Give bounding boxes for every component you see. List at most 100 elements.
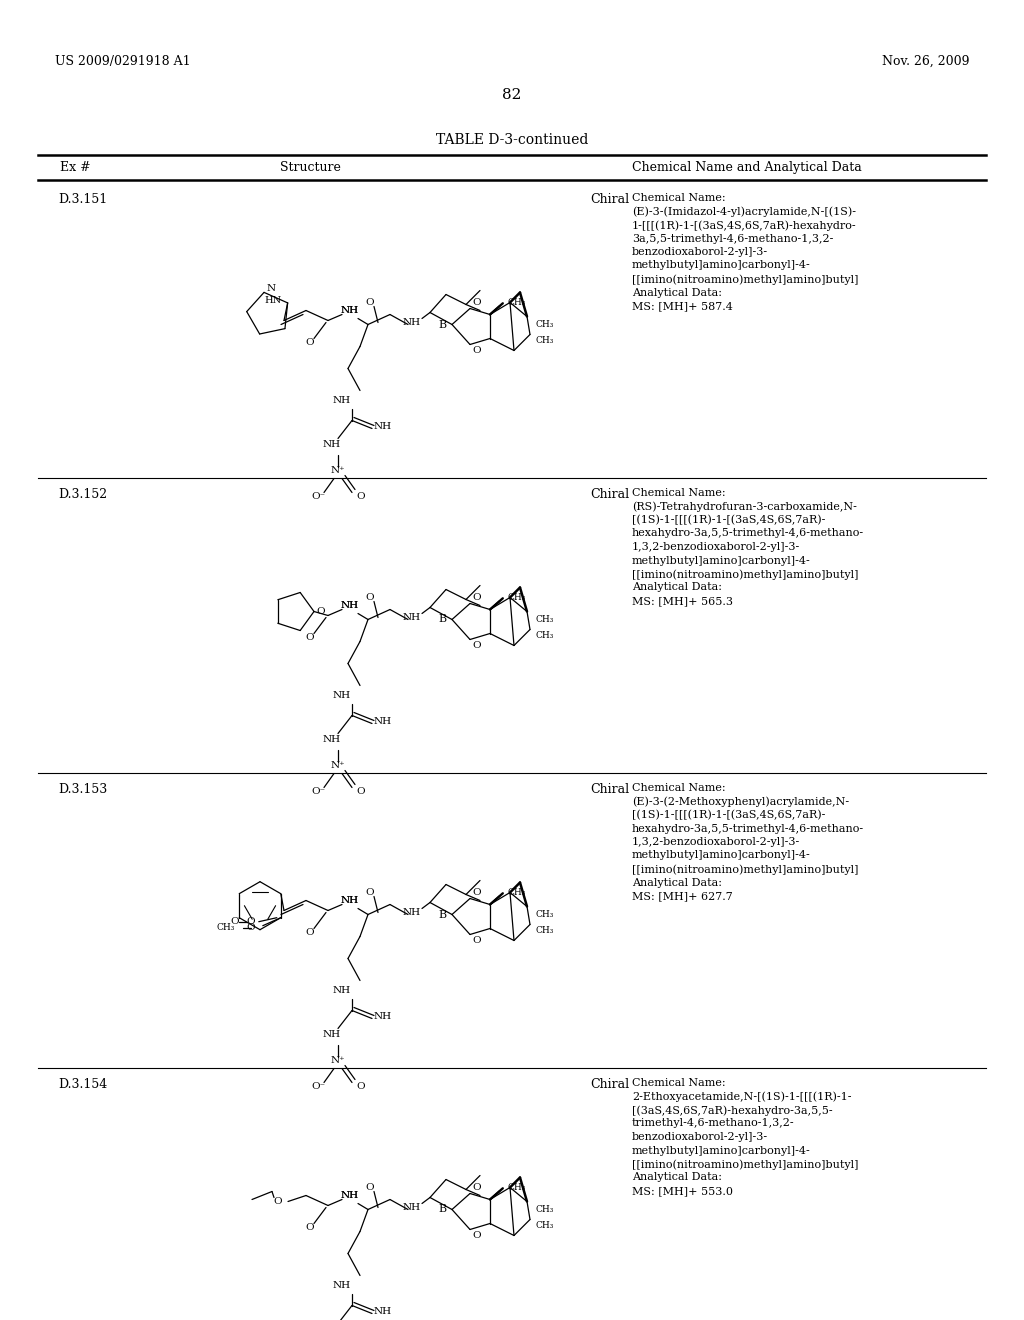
Text: O: O (356, 1082, 365, 1092)
Text: O: O (472, 1183, 480, 1192)
Text: O: O (366, 593, 375, 602)
Text: Ex #: Ex # (60, 161, 91, 174)
Text: O: O (273, 1197, 283, 1206)
Text: CH₃: CH₃ (536, 927, 554, 935)
Text: NH: NH (341, 601, 359, 610)
Text: O: O (247, 917, 255, 927)
Text: 1,3,2-benzodioxaborol-2-yl]-3-: 1,3,2-benzodioxaborol-2-yl]-3- (632, 837, 800, 847)
Text: D.3.152: D.3.152 (58, 488, 108, 502)
Text: N: N (266, 284, 275, 293)
Text: NH: NH (323, 1030, 341, 1039)
Text: NH: NH (341, 306, 359, 315)
Text: CH₃: CH₃ (536, 615, 554, 624)
Text: Chiral: Chiral (590, 783, 629, 796)
Text: benzodioxaborol-2-yl]-3-: benzodioxaborol-2-yl]-3- (632, 1133, 768, 1142)
Text: MS: [MH]+ 587.4: MS: [MH]+ 587.4 (632, 301, 733, 312)
Text: CH₃: CH₃ (536, 909, 554, 919)
Text: [[imino(nitroamino)methyl]amino]butyl]: [[imino(nitroamino)methyl]amino]butyl] (632, 275, 858, 285)
Text: O⁻: O⁻ (311, 787, 325, 796)
Text: 3a,5,5-trimethyl-4,6-methano-1,3,2-: 3a,5,5-trimethyl-4,6-methano-1,3,2- (632, 234, 834, 243)
Text: trimethyl-4,6-methano-1,3,2-: trimethyl-4,6-methano-1,3,2- (632, 1118, 795, 1129)
Text: NH: NH (341, 306, 359, 315)
Text: O: O (472, 593, 480, 602)
Text: [(1S)-1-[[[(1R)-1-[(3aS,4S,6S,7aR)-: [(1S)-1-[[[(1R)-1-[(3aS,4S,6S,7aR)- (632, 515, 825, 525)
Text: Analytical Data:: Analytical Data: (632, 582, 722, 593)
Text: O: O (316, 607, 325, 616)
Text: Chemical Name:: Chemical Name: (632, 488, 726, 498)
Text: O: O (306, 338, 314, 347)
Text: O: O (230, 917, 239, 927)
Text: [(1S)-1-[[[(1R)-1-[(3aS,4S,6S,7aR)-: [(1S)-1-[[[(1R)-1-[(3aS,4S,6S,7aR)- (632, 810, 825, 820)
Text: [[imino(nitroamino)methyl]amino]butyl]: [[imino(nitroamino)methyl]amino]butyl] (632, 1159, 858, 1170)
Text: B: B (438, 615, 446, 624)
Text: N⁺: N⁺ (331, 762, 345, 770)
Text: methylbutyl]amino]carbonyl]-4-: methylbutyl]amino]carbonyl]-4- (632, 556, 811, 565)
Text: O: O (366, 298, 375, 308)
Text: O: O (366, 1183, 375, 1192)
Text: Chiral: Chiral (590, 1078, 629, 1092)
Text: O: O (366, 888, 375, 898)
Text: CH₃: CH₃ (536, 631, 554, 640)
Text: CH₃: CH₃ (536, 1205, 554, 1214)
Text: Chemical Name:: Chemical Name: (632, 1078, 726, 1088)
Text: Chemical Name and Analytical Data: Chemical Name and Analytical Data (632, 161, 862, 174)
Text: Chemical Name:: Chemical Name: (632, 193, 726, 203)
Text: NH: NH (333, 396, 351, 405)
Text: hexahydro-3a,5,5-trimethyl-4,6-methano-: hexahydro-3a,5,5-trimethyl-4,6-methano- (632, 824, 864, 833)
Text: O⁻: O⁻ (311, 1082, 325, 1092)
Text: [(3aS,4S,6S,7aR)-hexahydro-3a,5,5-: [(3aS,4S,6S,7aR)-hexahydro-3a,5,5- (632, 1105, 833, 1115)
Text: D.3.151: D.3.151 (58, 193, 108, 206)
Text: CH₃: CH₃ (508, 1183, 526, 1192)
Text: 1,3,2-benzodioxaborol-2-yl]-3-: 1,3,2-benzodioxaborol-2-yl]-3- (632, 543, 800, 552)
Text: O: O (472, 888, 480, 898)
Text: NH: NH (333, 986, 351, 995)
Text: NH: NH (341, 896, 359, 906)
Text: NH: NH (323, 735, 341, 744)
Text: O: O (306, 928, 314, 937)
Text: Nov. 26, 2009: Nov. 26, 2009 (882, 55, 969, 69)
Text: CH₃: CH₃ (536, 1221, 554, 1230)
Text: O: O (356, 787, 365, 796)
Text: MS: [MH]+ 627.7: MS: [MH]+ 627.7 (632, 891, 733, 902)
Text: benzodioxaborol-2-yl]-3-: benzodioxaborol-2-yl]-3- (632, 247, 768, 257)
Text: MS: [MH]+ 565.3: MS: [MH]+ 565.3 (632, 597, 733, 606)
Text: TABLE D-3-continued: TABLE D-3-continued (436, 133, 588, 147)
Text: 1-[[[(1R)-1-[(3aS,4S,6S,7aR)-hexahydro-: 1-[[[(1R)-1-[(3aS,4S,6S,7aR)-hexahydro- (632, 220, 857, 231)
Text: CH₃: CH₃ (508, 593, 526, 602)
Text: CH₃: CH₃ (508, 298, 526, 308)
Text: methylbutyl]amino]carbonyl]-4-: methylbutyl]amino]carbonyl]-4- (632, 850, 811, 861)
Text: NH: NH (402, 908, 421, 917)
Text: US 2009/0291918 A1: US 2009/0291918 A1 (55, 55, 190, 69)
Text: O: O (472, 936, 480, 945)
Text: NH: NH (402, 318, 421, 327)
Text: (E)-3-(Imidazol-4-yl)acrylamide,N-[(1S)-: (E)-3-(Imidazol-4-yl)acrylamide,N-[(1S)- (632, 206, 856, 216)
Text: NH: NH (374, 717, 392, 726)
Text: 2-Ethoxyacetamide,N-[(1S)-1-[[[(1R)-1-: 2-Ethoxyacetamide,N-[(1S)-1-[[[(1R)-1- (632, 1092, 852, 1102)
Text: D.3.153: D.3.153 (58, 783, 108, 796)
Text: Structure: Structure (280, 161, 340, 174)
Text: N⁺: N⁺ (331, 466, 345, 475)
Text: (RS)-Tetrahydrofuran-3-carboxamide,N-: (RS)-Tetrahydrofuran-3-carboxamide,N- (632, 502, 857, 512)
Text: B: B (438, 319, 446, 330)
Text: O: O (472, 1232, 480, 1239)
Text: Analytical Data:: Analytical Data: (632, 878, 722, 887)
Text: hexahydro-3a,5,5-trimethyl-4,6-methano-: hexahydro-3a,5,5-trimethyl-4,6-methano- (632, 528, 864, 539)
Text: NH: NH (341, 601, 359, 610)
Text: Chemical Name:: Chemical Name: (632, 783, 726, 793)
Text: NH: NH (374, 1012, 392, 1020)
Text: CH₃: CH₃ (536, 337, 554, 345)
Text: NH: NH (333, 690, 351, 700)
Text: methylbutyl]amino]carbonyl]-4-: methylbutyl]amino]carbonyl]-4- (632, 1146, 811, 1155)
Text: O: O (356, 492, 365, 502)
Text: O: O (472, 298, 480, 308)
Text: NH: NH (402, 612, 421, 622)
Text: CH₃: CH₃ (216, 923, 234, 932)
Text: Analytical Data:: Analytical Data: (632, 1172, 722, 1183)
Text: NH: NH (341, 1191, 359, 1200)
Text: NH: NH (323, 440, 341, 449)
Text: B: B (438, 1204, 446, 1214)
Text: D.3.154: D.3.154 (58, 1078, 108, 1092)
Text: (E)-3-(2-Methoxyphenyl)acrylamide,N-: (E)-3-(2-Methoxyphenyl)acrylamide,N- (632, 796, 849, 807)
Text: CH₃: CH₃ (536, 319, 554, 329)
Text: NH: NH (333, 1280, 351, 1290)
